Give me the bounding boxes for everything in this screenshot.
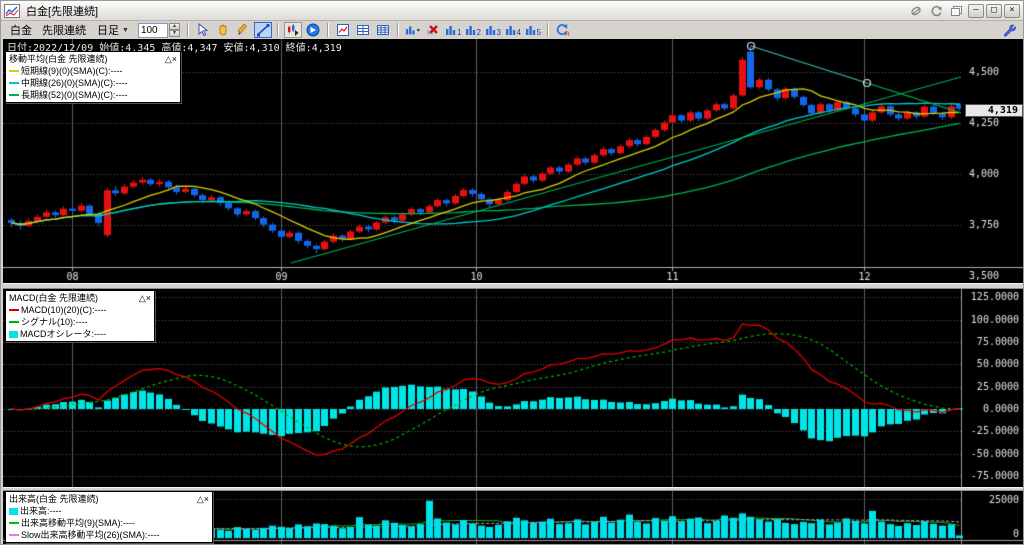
volume-label: 出来高:---- (20, 506, 62, 516)
minimize-button[interactable]: – (968, 3, 984, 18)
volume-ma-slow-label: Slow出来高移動平均(26)(SMA):---- (21, 530, 160, 540)
volume-ma-slow-chip (9, 534, 19, 536)
refresh-icon[interactable] (928, 4, 944, 18)
spin-up-icon[interactable]: ▲ (168, 23, 180, 30)
close-button[interactable]: × (1004, 3, 1020, 18)
settings-wrench-icon[interactable] (1000, 22, 1018, 38)
chart-area: 日付:2022/12/09 始値:4,345 高値:4,347 安値:4,310… (1, 39, 1023, 544)
panel-splitter[interactable] (3, 283, 1023, 289)
candle-cursor-button[interactable] (283, 22, 302, 38)
svg-text:3: 3 (496, 28, 501, 37)
volume-ma-fast-chip (9, 522, 19, 524)
ma-legend-title: 移動平均(白金 先限連続) (9, 54, 108, 64)
panel-splitter[interactable] (3, 487, 1023, 491)
maximize-button[interactable]: □ (986, 3, 1002, 18)
toolbar-separator (186, 23, 189, 37)
chevron-down-icon: ▼ (122, 26, 129, 34)
legend-collapse-close-buttons[interactable]: △× (196, 494, 209, 504)
title-bar: 白金[先限連続] – □ × (1, 1, 1023, 21)
scroll-latest-button[interactable] (304, 22, 322, 38)
contract-label: 先限連続 (42, 25, 86, 37)
grid-large-icon[interactable] (374, 22, 392, 38)
spin-down-icon[interactable]: ▼ (168, 30, 180, 37)
osc-label: MACDオシレータ:---- (20, 329, 106, 339)
bar-count-value: 100 (137, 22, 168, 38)
panel-number: 1 (457, 28, 461, 37)
toolbar-separator (326, 23, 329, 37)
panel-3-button[interactable]: 3 (484, 22, 502, 38)
reload-chart-button[interactable]: R (554, 22, 572, 38)
sma-mid-color-chip (9, 82, 19, 84)
svg-text:4: 4 (516, 28, 521, 37)
toolbar-separator (396, 23, 399, 37)
sma-long-label: 長期線(52)(0)(SMA)(C):---- (21, 90, 128, 100)
duplicate-window-icon[interactable] (948, 4, 964, 18)
ohlc-status-line: 日付:2022/12/09 始値:4,345 高値:4,347 安値:4,310… (7, 43, 342, 54)
macd-legend-title: MACD(白金 先限連続) (9, 293, 98, 303)
period-dropdown[interactable]: 日足 ▼ (97, 25, 129, 37)
toolbar-separator (276, 23, 279, 37)
volume-ma-fast-label: 出来高移動平均(9)(SMA):---- (21, 518, 135, 528)
grid-small-icon[interactable] (354, 22, 372, 38)
symbol-label: 白金 (10, 25, 32, 37)
svg-text:2: 2 (476, 28, 481, 37)
svg-text:5: 5 (536, 28, 541, 37)
window-title: 白金[先限連続] (26, 5, 99, 18)
volume-legend-title: 出来高(白金 先限連続) (9, 494, 99, 504)
macd-line-color-chip (9, 309, 19, 311)
macd-legend: MACD(白金 先限連続) △× MACD(10)(20)(C):---- シグ… (5, 290, 155, 342)
new-chart-button[interactable] (334, 22, 352, 38)
ma-legend: 移動平均(白金 先限連続) △× 短期線(9)(0)(SMA)(C):---- … (5, 51, 181, 103)
panel-5-button[interactable]: 5 (524, 22, 542, 38)
pan-hand-button[interactable] (214, 22, 232, 38)
delete-indicator-button[interactable] (424, 22, 442, 38)
trendline-tool-button[interactable] (253, 22, 272, 38)
select-cursor-button[interactable] (194, 22, 212, 38)
bar-count-spinner[interactable]: 100 ▲ ▼ (137, 22, 180, 38)
chart-app-icon (4, 3, 22, 18)
sma-long-color-chip (9, 94, 19, 96)
signal-line-label: シグナル(10):---- (21, 317, 88, 327)
legend-collapse-close-buttons[interactable]: △× (138, 293, 151, 303)
toolbar: 白金 先限連続 日足 ▼ 100 ▲ ▼ (1, 21, 1023, 39)
indicator-histogram-button[interactable] (404, 22, 422, 38)
sma-mid-label: 中期線(26)(0)(SMA)(C):---- (21, 78, 128, 88)
osc-color-chip (9, 330, 18, 338)
svg-text:R: R (565, 31, 570, 37)
legend-collapse-close-buttons[interactable]: △× (164, 54, 177, 64)
panel-1-button[interactable]: 1 (444, 22, 462, 38)
volume-legend: 出来高(白金 先限連続) △× 出来高:---- 出来高移動平均(9)(SMA)… (5, 491, 213, 543)
sma-short-label: 短期線(9)(0)(SMA)(C):---- (21, 66, 123, 76)
last-price-tag: 4,319 (965, 104, 1023, 117)
sma-short-color-chip (9, 70, 19, 72)
volume-color-chip (9, 507, 18, 515)
macd-line-label: MACD(10)(20)(C):---- (21, 305, 107, 315)
signal-line-color-chip (9, 321, 19, 323)
toolbar-separator (546, 23, 549, 37)
panel-4-button[interactable]: 4 (504, 22, 522, 38)
panel-2-button[interactable]: 2 (464, 22, 482, 38)
macd-panel-canvas[interactable] (3, 289, 1023, 487)
link-icon[interactable] (908, 4, 924, 18)
pencil-draw-button[interactable] (234, 22, 252, 38)
